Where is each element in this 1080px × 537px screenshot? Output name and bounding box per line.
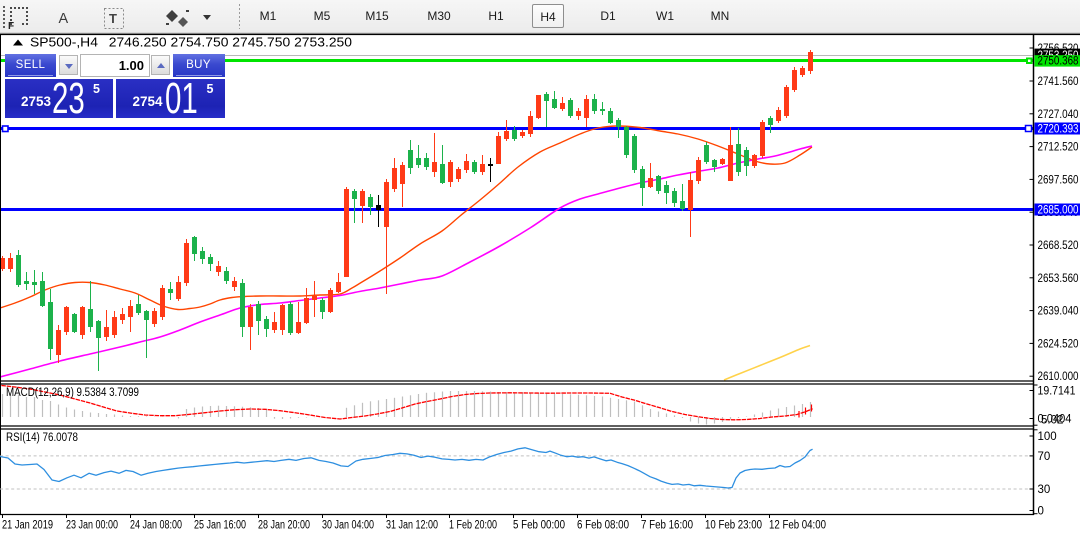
- svg-text:2668.520: 2668.520: [1038, 240, 1079, 252]
- svg-text:5.02: 5.02: [1041, 415, 1063, 427]
- svg-text:31 Jan 12:00: 31 Jan 12:00: [386, 520, 438, 532]
- svg-text:28 Jan 20:00: 28 Jan 20:00: [258, 520, 310, 532]
- svg-text:23 Jan 00:00: 23 Jan 00:00: [66, 520, 118, 532]
- svg-text:2727.040: 2727.040: [1038, 109, 1079, 121]
- svg-text:A: A: [59, 11, 69, 27]
- svg-text:SP500-,H4 2746.250 2754.750 2: SP500-,H4 2746.250 2754.750 2745.750 275…: [30, 36, 352, 50]
- svg-text:F: F: [8, 21, 14, 32]
- svg-text:2750.368: 2750.368: [1038, 55, 1079, 67]
- svg-text:RSI(14) 76.0078: RSI(14) 76.0078: [6, 432, 78, 444]
- svg-text:24 Jan 08:00: 24 Jan 08:00: [130, 520, 182, 532]
- svg-text:10 Feb 23:00: 10 Feb 23:00: [705, 520, 762, 532]
- svg-text:30: 30: [1038, 484, 1051, 496]
- svg-text:2624.520: 2624.520: [1038, 338, 1079, 350]
- svg-text:2610.000: 2610.000: [1038, 371, 1079, 383]
- svg-text:0.0404: 0.0404: [1038, 414, 1073, 426]
- svg-text:12 Feb 04:00: 12 Feb 04:00: [769, 520, 826, 532]
- svg-text:25 Jan 16:00: 25 Jan 16:00: [194, 520, 246, 532]
- svg-text:100: 100: [1038, 431, 1057, 443]
- svg-text:70: 70: [1038, 451, 1051, 463]
- svg-text:T: T: [109, 11, 117, 26]
- svg-text:0: 0: [1038, 506, 1044, 518]
- svg-text:1 Feb 20:00: 1 Feb 20:00: [449, 520, 497, 532]
- svg-text:19.7141: 19.7141: [1038, 386, 1076, 398]
- svg-text:2712.520: 2712.520: [1038, 142, 1079, 154]
- svg-text:2653.560: 2653.560: [1038, 273, 1079, 285]
- svg-text:2697.560: 2697.560: [1038, 174, 1079, 186]
- svg-text:6 Feb 08:00: 6 Feb 08:00: [577, 520, 629, 532]
- svg-text:5 Feb 00:00: 5 Feb 00:00: [513, 520, 565, 532]
- svg-text:2720.393: 2720.393: [1038, 124, 1079, 136]
- svg-text:2685.000: 2685.000: [1038, 205, 1079, 217]
- svg-text:2639.040: 2639.040: [1038, 306, 1079, 318]
- svg-text:2741.560: 2741.560: [1038, 76, 1079, 88]
- svg-text:MACD(12,26,9) 9.5384 3.7099: MACD(12,26,9) 9.5384 3.7099: [6, 387, 139, 399]
- svg-text:7 Feb 16:00: 7 Feb 16:00: [641, 520, 693, 532]
- svg-text:30 Jan 04:00: 30 Jan 04:00: [322, 520, 374, 532]
- svg-text:21 Jan 2019: 21 Jan 2019: [2, 520, 53, 532]
